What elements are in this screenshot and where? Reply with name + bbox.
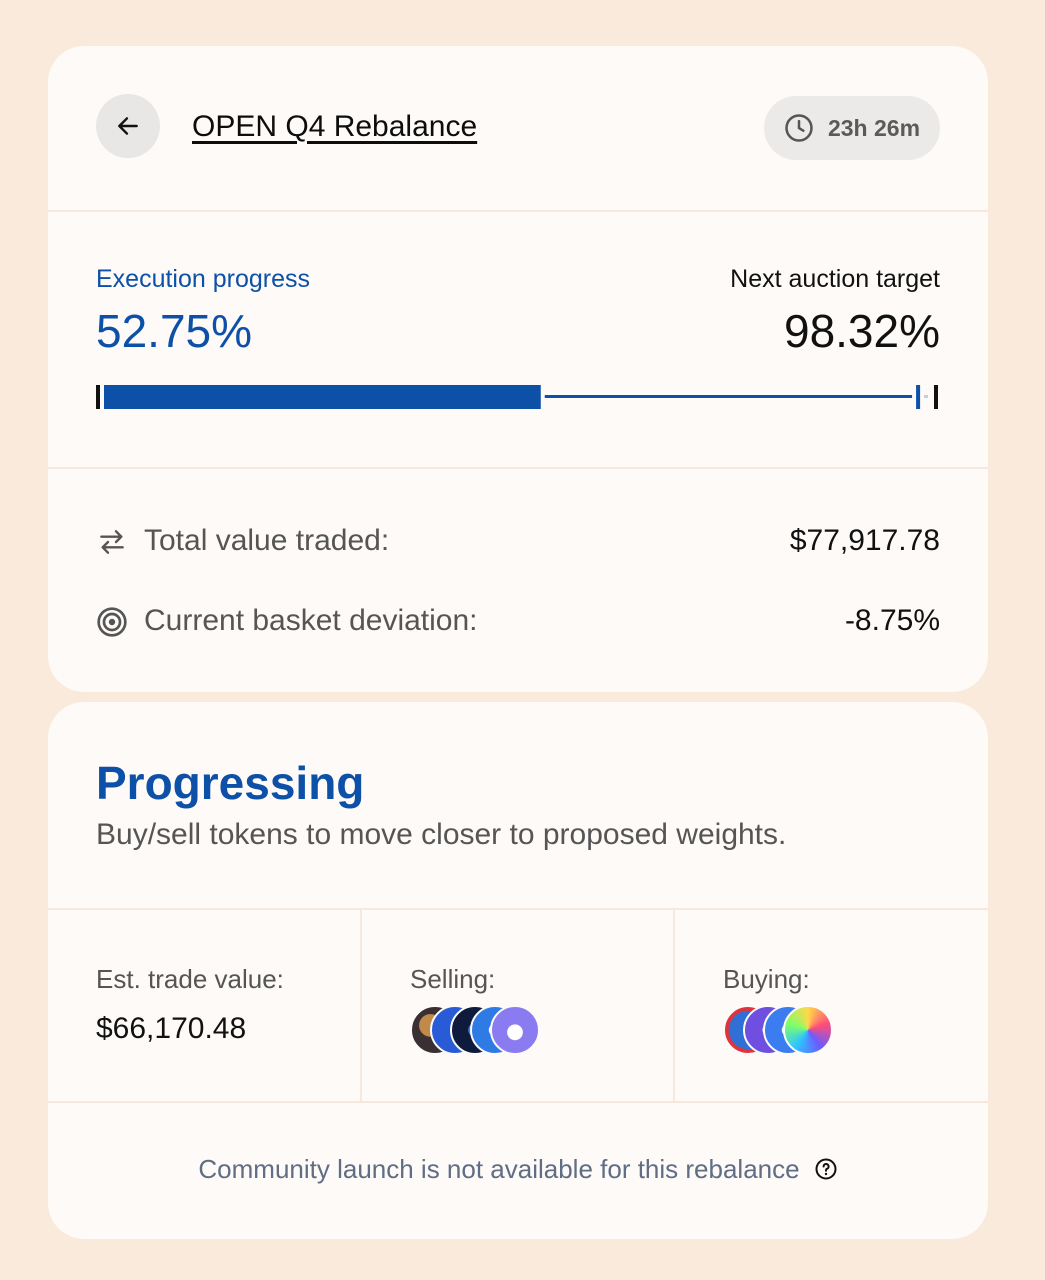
divider [48, 210, 988, 212]
progress-remaining-line [924, 395, 928, 398]
target-icon [97, 607, 127, 637]
next-auction-target-value: 98.32% [783, 305, 940, 357]
community-launch-note: Community launch is not available for th… [48, 1154, 988, 1185]
basket-deviation-value: -8.75% [844, 604, 940, 637]
execution-progress-bar [96, 385, 938, 409]
execution-progress-value: 52.75% [96, 305, 253, 357]
help-circle-icon[interactable] [814, 1157, 838, 1181]
time-remaining-badge: 23h 26m [764, 96, 940, 160]
est-trade-value-label: Est. trade value: [96, 964, 284, 994]
clock-icon [785, 114, 813, 142]
status-description: Buy/sell tokens to move closer to propos… [96, 818, 787, 851]
progress-fill [104, 385, 541, 409]
total-value-traded-label: Total value traded: [144, 524, 390, 557]
time-remaining-text: 23h 26m [827, 114, 921, 141]
status-card: Progressing Buy/sell tokens to move clos… [48, 702, 988, 1239]
selling-label: Selling: [410, 964, 496, 994]
progress-end-tick [934, 385, 938, 409]
execution-progress-label: Execution progress [96, 265, 311, 293]
swap-arrows-icon [100, 530, 124, 554]
column-divider [360, 910, 362, 1102]
selling-token-stack[interactable] [410, 1005, 550, 1055]
next-auction-target-label: Next auction target [730, 265, 940, 293]
divider [48, 467, 988, 469]
divider [48, 1101, 988, 1103]
rebalance-card: OPEN Q4 Rebalance 23h 26m Execution prog… [48, 46, 988, 692]
back-button[interactable] [96, 94, 160, 158]
est-trade-value: $66,170.48 [96, 1012, 247, 1045]
total-value-traded-value: $77,917.78 [789, 524, 940, 557]
status-heading: Progressing [96, 757, 365, 809]
rebalance-title-link[interactable]: OPEN Q4 Rebalance [192, 110, 478, 143]
progress-start-tick [96, 385, 100, 409]
column-divider [673, 910, 675, 1102]
divider [48, 908, 988, 910]
community-launch-text: Community launch is not available for th… [198, 1154, 800, 1184]
selling-token-icon[interactable] [490, 1005, 540, 1055]
basket-deviation-label: Current basket deviation: [144, 604, 478, 637]
buying-label: Buying: [723, 964, 810, 994]
progress-target-line [544, 395, 913, 398]
arrow-left-icon [118, 117, 138, 135]
buying-token-stack[interactable] [723, 1005, 843, 1055]
progress-target-tick [916, 385, 921, 409]
buying-token-icon[interactable] [783, 1005, 833, 1055]
